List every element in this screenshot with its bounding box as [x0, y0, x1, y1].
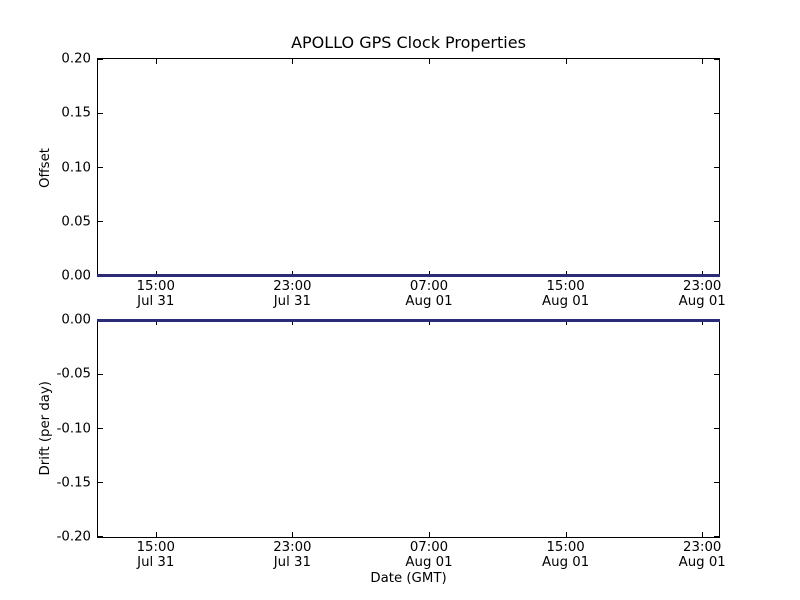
x-tick-date: Aug 01: [405, 294, 453, 309]
axes-drift: Drift (per day) Date (GMT) 0.00 -0.05 -0.1…: [38, 313, 726, 587]
x-tick-date: Aug 01: [678, 294, 726, 309]
x-tick-mark-bottom: [292, 271, 294, 276]
x-tick-label: 15:00 Jul 31: [137, 540, 175, 570]
x-tick-mark-bottom: [155, 271, 157, 276]
y-tick-label: -0.10: [56, 421, 91, 436]
y-tick-mark-right: [714, 536, 719, 537]
x-tick-date: Aug 01: [542, 555, 590, 570]
y-tick-mark-left: [98, 428, 103, 429]
x-tick-date: Jul 31: [273, 555, 311, 570]
y-tick-label: -0.05: [56, 366, 91, 382]
x-tick-date: Jul 31: [137, 555, 175, 570]
x-tick-date: Aug 01: [542, 294, 590, 309]
y-tick-mark-right: [714, 59, 719, 60]
x-tick-mark-top: [155, 59, 157, 64]
x-axis-label: Date (GMT): [370, 571, 447, 586]
x-tick-mark-top: [565, 59, 567, 64]
y-tick-mark-left: [98, 482, 103, 483]
y-tick-mark-right: [714, 428, 719, 429]
x-tick-mark-top: [428, 320, 430, 325]
x-tick-label: 07:00 Aug 01: [405, 279, 452, 309]
y-tick-label: 0.20: [61, 51, 91, 67]
x-tick-time: 23:00: [683, 279, 722, 294]
x-tick-mark-bottom: [428, 532, 430, 537]
y-tick-mark-left: [98, 113, 103, 114]
x-tick-label: 23:00 Aug 01: [679, 279, 726, 309]
x-tick-mark-bottom: [292, 532, 294, 537]
x-tick-date: Aug 01: [678, 555, 726, 570]
x-tick-date: Jul 31: [273, 294, 311, 309]
x-tick-mark-top: [155, 320, 157, 325]
x-tick-mark-bottom: [428, 271, 430, 276]
y-tick-mark-left: [98, 536, 103, 537]
y-tick-mark-right: [714, 374, 719, 375]
y-axis-label-offset: Offset: [36, 59, 54, 276]
y-tick-mark-right: [714, 221, 719, 222]
x-tick-mark-top: [292, 59, 294, 64]
x-tick-time: 15:00: [136, 279, 175, 294]
y-tick-label: -0.20: [56, 529, 91, 545]
axes-offset: Offset 0.20 0.15 0.10 0.05 0.00 15:00 Jul 31 23…: [38, 52, 726, 310]
y-axis-label-offset-text: Offset: [37, 147, 53, 188]
x-tick-label: 15:00 Aug 01: [542, 279, 589, 309]
x-tick-label: 23:00 Aug 01: [679, 540, 726, 570]
y-tick-mark-left: [98, 167, 103, 168]
x-tick-mark-bottom: [702, 532, 704, 537]
x-tick-label: 23:00 Jul 31: [273, 540, 311, 570]
y-tick-mark-right: [714, 482, 719, 483]
x-tick-time: 15:00: [546, 279, 585, 294]
y-tick-label: 0.15: [61, 105, 91, 121]
x-tick-time: 15:00: [546, 540, 585, 555]
x-tick-time: 23:00: [683, 540, 722, 555]
y-tick-mark-left: [98, 374, 103, 375]
x-tick-mark-bottom: [565, 271, 567, 276]
y-axis-label-drift-text: Drift (per day): [37, 381, 53, 476]
x-tick-label: 07:00 Aug 01: [405, 540, 452, 570]
x-tick-mark-bottom: [565, 532, 567, 537]
x-tick-label: 15:00 Aug 01: [542, 540, 589, 570]
x-tick-time: 07:00: [409, 540, 449, 555]
x-tick-time: 15:00: [136, 540, 175, 555]
data-line-GPS-clock-drift: [97, 319, 720, 322]
x-tick-time: 23:00: [273, 540, 312, 555]
x-tick-mark-bottom: [155, 532, 157, 537]
x-tick-mark-top: [292, 320, 294, 325]
y-tick-label: -0.15: [56, 475, 91, 491]
x-tick-label: 15:00 Jul 31: [137, 279, 175, 309]
x-tick-label: 23:00 Jul 31: [273, 279, 311, 309]
x-tick-time: 23:00: [273, 279, 312, 294]
x-tick-mark-top: [428, 59, 430, 64]
y-tick-mark-left: [98, 221, 103, 222]
y-tick-label: 0.00: [61, 312, 91, 328]
figure-title: APOLLO GPS Clock Properties: [291, 33, 526, 52]
y-axis-label-drift: Drift (per day): [36, 320, 54, 537]
x-tick-date: Aug 01: [405, 555, 453, 570]
y-tick-label: 0.10: [61, 160, 91, 175]
x-tick-mark-bottom: [702, 271, 704, 276]
y-tick-mark-right: [714, 113, 719, 114]
x-tick-mark-top: [565, 320, 567, 325]
x-tick-mark-top: [702, 320, 704, 325]
x-tick-time: 07:00: [409, 279, 449, 294]
x-tick-date: Jul 31: [137, 294, 175, 309]
y-tick-label: 0.05: [61, 214, 91, 230]
x-tick-mark-top: [702, 59, 704, 64]
data-line-GPS-clock-offset: [97, 274, 720, 277]
y-tick-mark-right: [714, 167, 719, 168]
y-tick-mark-left: [98, 59, 103, 60]
y-tick-label: 0.00: [61, 268, 91, 284]
